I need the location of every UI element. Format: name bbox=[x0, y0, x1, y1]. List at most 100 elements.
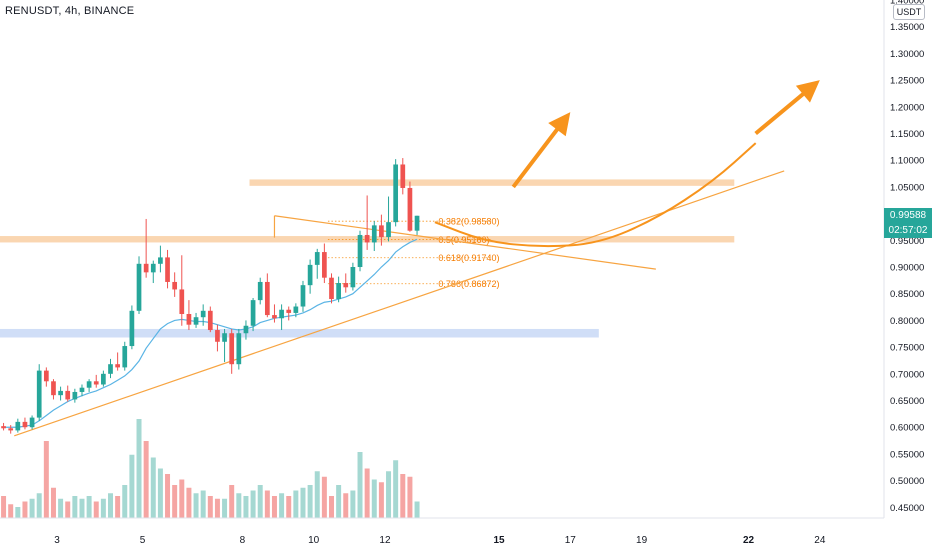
volume-bar bbox=[136, 419, 142, 518]
candle-body bbox=[179, 289, 185, 315]
candle bbox=[108, 358, 113, 379]
volume-bar bbox=[79, 498, 85, 518]
projection-arrow-icon bbox=[511, 112, 571, 189]
candle bbox=[414, 215, 420, 235]
price-tick-label: 0.65000 bbox=[890, 396, 924, 407]
volume-bar bbox=[29, 498, 35, 518]
volume-bar bbox=[172, 485, 178, 518]
candle bbox=[36, 364, 42, 421]
candle-body bbox=[93, 381, 99, 385]
price-tick-label: 0.90000 bbox=[890, 263, 924, 274]
candle bbox=[386, 196, 391, 242]
volume-bar bbox=[286, 496, 292, 518]
fib-label: 0.618(0.91740) bbox=[438, 253, 499, 263]
price-tick-label: 1.40000 bbox=[890, 0, 924, 7]
candle-body bbox=[72, 391, 78, 400]
volume-bar bbox=[329, 496, 334, 518]
candle-body bbox=[300, 285, 306, 307]
candle bbox=[1, 422, 6, 431]
price-tick-label: 0.85000 bbox=[890, 289, 924, 300]
volume-bar bbox=[321, 476, 327, 518]
candle bbox=[400, 158, 406, 195]
volume-bar bbox=[43, 441, 49, 518]
candle-body bbox=[136, 263, 142, 311]
candle bbox=[158, 245, 163, 273]
candle-body bbox=[22, 421, 28, 428]
time-tick-label: 3 bbox=[54, 535, 60, 546]
fib-label: 0.786(0.86872) bbox=[438, 279, 499, 289]
time-tick-label: 15 bbox=[493, 535, 505, 546]
candle-body bbox=[165, 257, 170, 282]
volume-bar bbox=[357, 452, 363, 518]
candle-body bbox=[379, 225, 384, 238]
volume-bar bbox=[129, 454, 135, 518]
candle bbox=[307, 259, 313, 294]
price-tick-label: 1.30000 bbox=[890, 49, 924, 60]
volume-bar bbox=[400, 474, 406, 518]
candle-body bbox=[272, 315, 277, 319]
projection-layer bbox=[434, 80, 820, 248]
price-tick-label: 1.10000 bbox=[890, 156, 924, 167]
candle bbox=[329, 273, 334, 304]
candle bbox=[336, 276, 341, 303]
price-tick-label: 0.70000 bbox=[890, 369, 924, 380]
candle bbox=[343, 273, 349, 293]
candle bbox=[236, 328, 242, 370]
volume-bar bbox=[279, 493, 285, 518]
candle bbox=[165, 249, 170, 289]
volume-bar bbox=[36, 493, 42, 518]
candle-body bbox=[307, 264, 313, 286]
volume-bar bbox=[393, 460, 399, 518]
candle-body bbox=[364, 234, 370, 243]
volume-bar bbox=[108, 493, 113, 518]
candle bbox=[15, 418, 21, 433]
candle bbox=[186, 300, 192, 331]
volume-bar bbox=[214, 498, 220, 518]
candle-body bbox=[207, 310, 213, 331]
candle bbox=[314, 248, 320, 279]
candle bbox=[22, 417, 28, 430]
volume-bar bbox=[307, 485, 313, 518]
candle bbox=[51, 379, 56, 400]
volume-bar bbox=[58, 498, 64, 518]
volume-bar bbox=[407, 476, 413, 518]
price-tick-label: 0.95000 bbox=[890, 236, 924, 247]
candle-body bbox=[257, 281, 263, 301]
candle-body bbox=[293, 306, 299, 313]
price-tick-label: 0.50000 bbox=[890, 476, 924, 487]
candle-body bbox=[143, 263, 149, 273]
price-tick-label: 0.60000 bbox=[890, 423, 924, 434]
candle bbox=[272, 304, 277, 323]
volume-bar bbox=[350, 490, 356, 518]
candle bbox=[200, 304, 206, 326]
candle bbox=[115, 352, 120, 371]
candle bbox=[222, 328, 227, 363]
volume-bar bbox=[143, 441, 149, 518]
volume-bar bbox=[165, 474, 171, 518]
volume-bar bbox=[293, 490, 299, 518]
candle bbox=[179, 255, 185, 326]
fib-label: 0.5(0.95160) bbox=[438, 235, 489, 245]
zone-support bbox=[0, 328, 599, 338]
candle-body bbox=[43, 370, 49, 382]
candle-body bbox=[215, 330, 220, 342]
candle bbox=[393, 159, 399, 227]
candle-body bbox=[36, 370, 42, 418]
candle-body bbox=[343, 283, 349, 288]
projection-arrow-icon bbox=[754, 80, 820, 136]
candle bbox=[172, 272, 178, 297]
candle-body bbox=[329, 277, 334, 300]
symbol-title: RENUSDT, 4h, BINANCE bbox=[5, 5, 135, 17]
volume-bar bbox=[378, 482, 384, 518]
price-tick-label: 0.45000 bbox=[890, 503, 924, 514]
candle bbox=[58, 386, 63, 401]
volume-bar bbox=[243, 496, 249, 518]
candle bbox=[229, 328, 235, 374]
zone-resistance bbox=[249, 179, 735, 186]
candle-body bbox=[264, 281, 270, 316]
candle-body bbox=[65, 390, 71, 400]
candle bbox=[8, 425, 14, 434]
currency-button[interactable]: USDT bbox=[893, 4, 925, 20]
candle-body bbox=[371, 225, 377, 243]
